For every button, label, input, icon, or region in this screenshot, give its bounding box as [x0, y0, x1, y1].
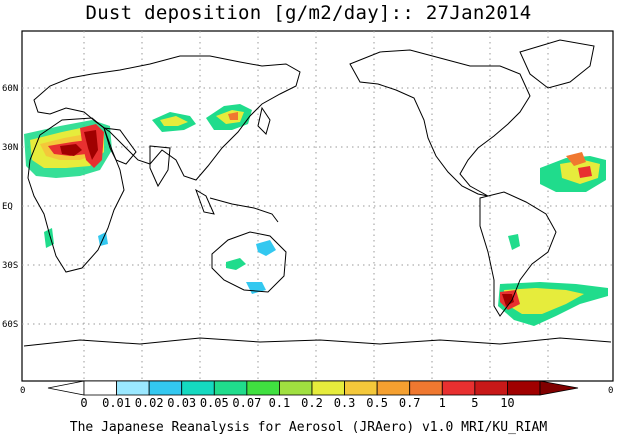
colorbar-box	[507, 380, 541, 396]
colorbar-low-arrow	[47, 380, 85, 396]
colorbar-box	[279, 380, 313, 396]
colorbar-tick-label: 0.02	[134, 396, 164, 410]
lat-label-eq: EQ	[2, 202, 13, 212]
colorbar-box	[344, 380, 378, 396]
colorbar-box	[376, 380, 411, 396]
colorbar-box	[409, 380, 443, 396]
colorbar-tick-label: 0.2	[301, 396, 323, 410]
colorbar-box	[83, 380, 117, 396]
colorbar-box	[181, 380, 215, 396]
lat-label-30n: 30N	[2, 143, 19, 153]
colorbar-box	[116, 380, 150, 396]
coastlines	[23, 39, 612, 347]
lat-label-60n: 60N	[2, 84, 19, 94]
colorbar-tick-label: 0.3	[333, 396, 356, 410]
colorbar-tick-label: 0.07	[232, 396, 262, 410]
colorbar-tick-label: 1	[438, 396, 446, 410]
colorbar-box	[311, 380, 345, 396]
colorbar-tick-label: 0.5	[366, 396, 388, 410]
colorbar-box	[148, 380, 183, 396]
axis-zero-right: 0	[608, 386, 614, 396]
colorbar-box	[246, 380, 280, 396]
colorbar-tick-label: 0	[80, 396, 88, 410]
lat-label-60s: 60S	[2, 320, 19, 330]
colorbar-tick-label: 0.7	[398, 396, 421, 410]
colorbar-tick-label: 0.03	[167, 396, 197, 410]
colorbar-tick-label: 0.01	[102, 396, 132, 410]
map-title: Dust deposition [g/m2/day]:: 27Jan2014	[85, 2, 532, 24]
colorbar-box	[441, 380, 476, 396]
colorbar-box	[213, 380, 248, 396]
colorbar-box	[474, 380, 508, 396]
lat-label-30s: 30S	[2, 261, 19, 271]
colorbar-tick-label: 0.05	[199, 396, 229, 410]
colorbar	[47, 380, 579, 396]
colorbar-tick-label: 0.1	[268, 396, 291, 410]
colorbar-tick-label: 10	[500, 396, 515, 410]
dust-plumes	[24, 104, 608, 326]
colorbar-tick-label: 5	[471, 396, 479, 410]
axis-zero-left: 0	[20, 386, 26, 396]
grid-lines	[22, 31, 613, 381]
footer-credit: The Japanese Reanalysis for Aerosol (JRA…	[69, 420, 548, 435]
colorbar-high-arrow	[539, 380, 579, 396]
